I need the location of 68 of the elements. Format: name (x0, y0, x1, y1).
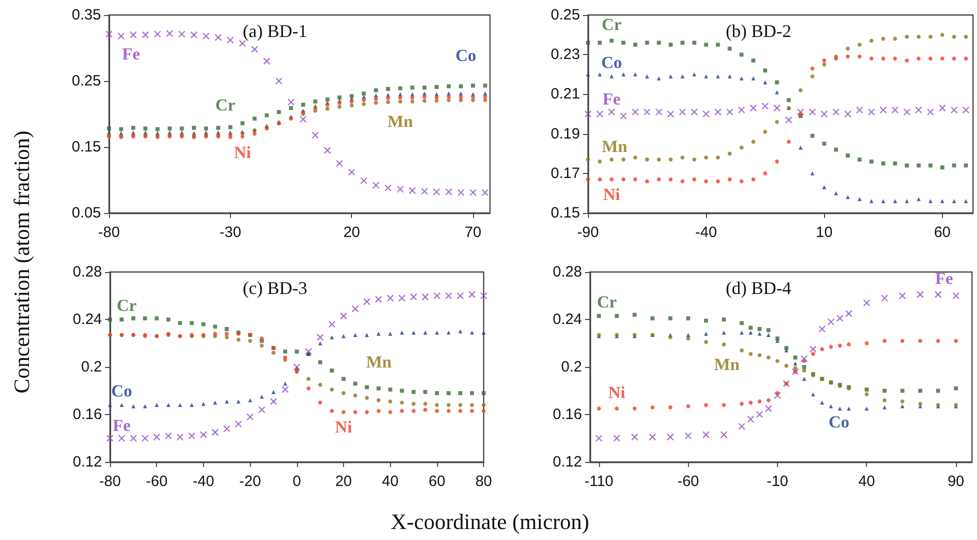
y-axis-title: Concentration (atom fraction) (9, 130, 35, 394)
chart-title: (a) BD-1 (242, 21, 308, 41)
series-label: Fe (935, 269, 954, 288)
x-tick-label: -90 (577, 224, 599, 241)
series-label: Co (828, 412, 850, 432)
x-tick-label: -60 (677, 473, 700, 490)
series-label: Cr (597, 292, 618, 312)
series-label: Fe (602, 90, 622, 109)
x-tick-label: 40 (858, 473, 876, 490)
series-label: Fe (112, 416, 132, 435)
y-tick-label: 0.2 (561, 358, 582, 376)
x-tick-label: 40 (382, 473, 399, 490)
x-tick-label: 20 (343, 224, 360, 241)
x-tick-label: -40 (695, 224, 717, 241)
series-label: Mn (387, 112, 414, 131)
chart-title: (c) BD-3 (242, 278, 308, 298)
x-tick-label: 90 (948, 473, 964, 490)
series-label: Ni (603, 184, 620, 204)
series-label: Mn (366, 352, 392, 372)
y-tick-label: 0.12 (72, 454, 102, 470)
y-tick-label: 0.15 (72, 138, 101, 156)
chart-title: (d) BD-4 (726, 278, 792, 298)
series-label: Ni (335, 418, 352, 437)
x-tick-label: -80 (98, 224, 120, 241)
y-tick-label: 0.21 (550, 86, 580, 103)
x-tick-label: 0 (292, 473, 301, 490)
y-tick-label: 0.25 (550, 6, 580, 24)
y-tick-label: 0.15 (550, 204, 580, 222)
x-tick-label: 20 (335, 473, 352, 490)
series-label: Cr (215, 96, 236, 115)
y-tick-label: 0.35 (72, 6, 101, 24)
series-label: Ni (234, 142, 252, 162)
x-tick-label: -40 (192, 473, 214, 490)
y-tick-label: 0.25 (72, 72, 101, 90)
x-axis-title: X-coordinate (micron) (390, 509, 590, 535)
series-label: Co (601, 52, 622, 72)
x-tick-label: 80 (475, 473, 492, 490)
series-label: Co (111, 382, 132, 400)
y-tick-label: 0.28 (72, 264, 102, 280)
x-tick-label: -110 (584, 473, 614, 490)
y-tick-label: 0.19 (550, 125, 580, 142)
y-tick-label: 0.24 (72, 311, 102, 328)
x-tick-label: -20 (239, 473, 261, 490)
x-tick-label: 70 (464, 224, 482, 241)
x-tick-label: 60 (428, 473, 446, 490)
series-label: Cr (602, 15, 622, 34)
series-label: Fe (122, 44, 141, 64)
y-tick-label: 0.23 (550, 46, 580, 64)
series-label: Ni (608, 383, 626, 402)
series-label: Co (455, 46, 476, 66)
y-tick-label: 0.16 (72, 406, 102, 423)
y-tick-label: 0.12 (552, 454, 582, 470)
x-tick-label: 10 (816, 224, 833, 241)
y-tick-label: 0.2 (81, 358, 102, 376)
y-tick-label: 0.16 (552, 406, 582, 423)
series-label: Mn (714, 354, 740, 374)
series-label: Cr (116, 296, 138, 315)
chart-title: (b) BD-2 (726, 21, 792, 41)
series-label: Mn (602, 137, 628, 156)
x-tick-label: -80 (99, 473, 121, 490)
y-tick-label: 0.28 (552, 264, 582, 280)
x-tick-label: 60 (934, 224, 951, 241)
x-tick-label: -10 (766, 473, 788, 490)
x-tick-label: -60 (146, 473, 168, 490)
y-tick-label: 0.05 (72, 204, 101, 222)
y-tick-label: 0.24 (552, 311, 582, 328)
x-tick-label: -30 (219, 224, 242, 241)
y-tick-label: 0.17 (550, 164, 580, 182)
